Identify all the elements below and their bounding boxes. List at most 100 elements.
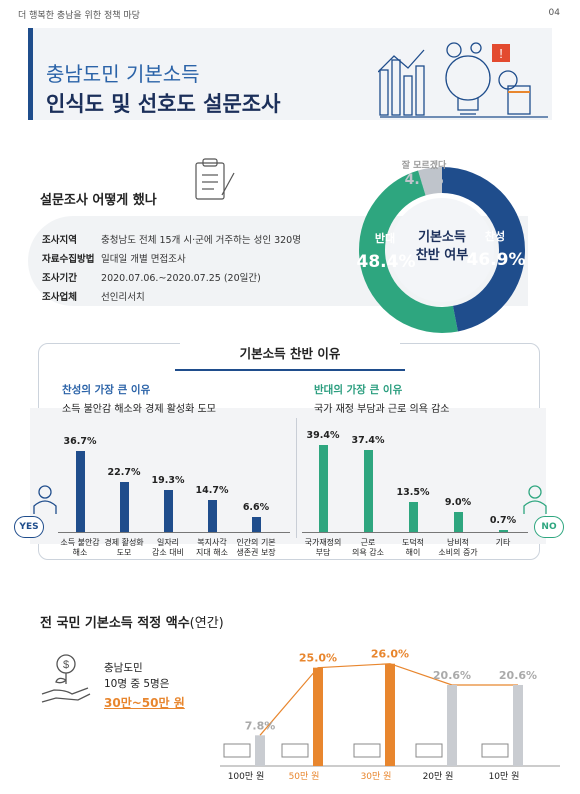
- reason-category-label: 기타: [495, 538, 511, 547]
- amount-text-1: 충남도민: [104, 662, 143, 674]
- reason-bar: [363, 449, 373, 532]
- reason-bar: [75, 451, 85, 532]
- page-number: 04: [548, 8, 560, 18]
- amount-bar: [385, 663, 395, 766]
- amount-heading-main: 전 국민 기본소득 적정 액수: [40, 616, 190, 631]
- reason-category-label: 낭비적 소비의 증가: [438, 538, 478, 557]
- survey-value: 선인리서치: [101, 292, 145, 303]
- donut-unsure-label: 잘 모르겠다: [401, 161, 447, 171]
- amount-bar: [255, 735, 265, 766]
- money-bill-icon: [223, 743, 251, 758]
- reason-value-label: 0.7%: [489, 515, 517, 526]
- title-accent-bar: [28, 28, 33, 120]
- amount-value-label: 20.6%: [433, 669, 471, 682]
- donut-no-label: 반대: [374, 232, 396, 245]
- reason-bar: [498, 530, 508, 532]
- header-text: 더 행복한 충남을 위한 정책 마당: [18, 11, 140, 21]
- survey-key: 조사지역: [42, 235, 77, 246]
- reason-value-label: 9.0%: [444, 497, 472, 509]
- amount-value-label: 25.0%: [299, 652, 337, 665]
- reasons-heading-underline: [175, 369, 405, 371]
- no-badge: NO: [534, 516, 564, 538]
- reason-value-label: 39.4%: [306, 430, 340, 442]
- amount-category-label: 50만 원: [289, 771, 320, 782]
- survey-key: 조사기간: [42, 273, 77, 284]
- amount-category-label: 100만 원: [228, 771, 265, 782]
- reason-category-label: 경제 활성화 도모: [104, 538, 144, 557]
- reason-category-label: 국가재정의 부담: [304, 538, 342, 557]
- reason-value-label: 13.5%: [396, 487, 430, 499]
- reason-bar: [318, 445, 328, 532]
- reason-category-label: 근로 의욕 감소: [352, 538, 384, 557]
- survey-row: 조사업체 선인리서치: [42, 289, 145, 303]
- reason-value-label: 6.6%: [242, 502, 270, 514]
- amount-heading: 전 국민 기본소득 적정 액수(연간): [40, 612, 224, 631]
- survey-row: 조사기간 2020.07.06.~2020.07.25 (20일간): [42, 270, 261, 284]
- title-line2: 인식도 및 선호도 설문조사: [46, 92, 281, 116]
- survey-value: 2020.07.06.~2020.07.25 (20일간): [101, 273, 261, 284]
- survey-row: 자료수집방법 일대일 개별 면접조사: [42, 251, 186, 265]
- reason-bar: [163, 489, 173, 532]
- survey-heading: 설문조사 어떻게 했나: [40, 193, 157, 208]
- donut-unsure-value: 4.7%: [404, 172, 444, 188]
- reason-bar: [207, 499, 217, 532]
- amount-value-label: 20.6%: [499, 669, 537, 682]
- amount-text-2: 10명 중 5명은: [104, 678, 170, 690]
- con-subheading: 국가 재정 부담과 근로 의욕 감소: [314, 404, 450, 415]
- reason-value-label: 14.7%: [195, 484, 229, 496]
- reason-category-label: 도덕적 해이: [401, 538, 425, 557]
- amount-chart: 7.8% 100만 원 25.0% 50만 원 26.0% 30만 원 20.6% 20만 원…: [220, 648, 560, 782]
- reason-category-label: 복지사각 지대 해소: [196, 538, 228, 557]
- idea-bulb-illustration-icon: !: [378, 42, 548, 118]
- amount-category-label: 30만 원: [361, 771, 392, 782]
- amount-category-label: 10만 원: [489, 771, 520, 782]
- donut-svg: [359, 167, 525, 333]
- donut-yes-label: 찬성: [484, 230, 506, 243]
- svg-text:!: !: [499, 46, 503, 61]
- title-band: [28, 28, 552, 120]
- survey-row: 조사지역 충청남도 전체 15개 시·군에 거주하는 성인 320명: [42, 232, 301, 246]
- reason-bar: [119, 482, 129, 532]
- money-hand-icon: $: [41, 654, 91, 703]
- reason-category-label: 일자리 감소 대비: [152, 538, 184, 557]
- yes-badge: YES: [14, 516, 44, 538]
- donut-segment: [359, 167, 525, 333]
- pro-subheading: 소득 불안감 해소와 경제 활성화 도모: [62, 404, 216, 415]
- reasons-baseline: [302, 532, 528, 533]
- reason-bar: [408, 502, 418, 532]
- survey-value: 일대일 개별 면접조사: [101, 254, 186, 265]
- reason-value-label: 19.3%: [151, 474, 185, 486]
- amount-highlight: 30만~50만 원: [104, 696, 185, 710]
- amount-value-label: 26.0%: [371, 648, 409, 661]
- donut-no-value: 48.4%: [356, 252, 416, 272]
- pro-con-divider: [296, 418, 297, 538]
- money-bill-icon: [415, 743, 443, 758]
- amount-bar: [513, 684, 523, 766]
- svg-text:$: $: [63, 659, 69, 671]
- money-bill-icon: [353, 743, 381, 758]
- pro-heading: 찬성의 가장 큰 이유: [62, 384, 151, 396]
- donut-center-line1: 기본소득: [418, 230, 466, 245]
- money-bill-icon: [481, 743, 509, 758]
- donut-center: [390, 198, 494, 302]
- title-line1: 충남도민 기본소득: [46, 62, 200, 86]
- person-icon: [33, 485, 57, 514]
- reason-category-label: 인간의 기본 생존권 보장: [236, 538, 276, 557]
- con-heading: 반대의 가장 큰 이유: [314, 384, 403, 396]
- reason-bar: [453, 512, 463, 532]
- donut-segment: [359, 167, 525, 333]
- reason-value-label: 36.7%: [63, 436, 97, 448]
- reasons-heading: 기본소득 찬반 이유: [180, 343, 400, 362]
- amount-bar: [447, 684, 457, 766]
- reason-value-label: 37.4%: [351, 434, 385, 446]
- amount-category-label: 20만 원: [423, 771, 454, 782]
- amount-value-label: 7.8%: [245, 719, 276, 732]
- person-icon: [523, 485, 547, 514]
- amount-bar: [313, 667, 323, 766]
- reason-value-label: 22.7%: [107, 467, 141, 479]
- reasons-baseline: [58, 532, 290, 533]
- clipboard-icon: [195, 158, 235, 200]
- survey-key: 조사업체: [42, 292, 77, 303]
- reason-category-label: 소득 불안감 해소: [60, 538, 100, 557]
- reason-bar: [251, 517, 261, 532]
